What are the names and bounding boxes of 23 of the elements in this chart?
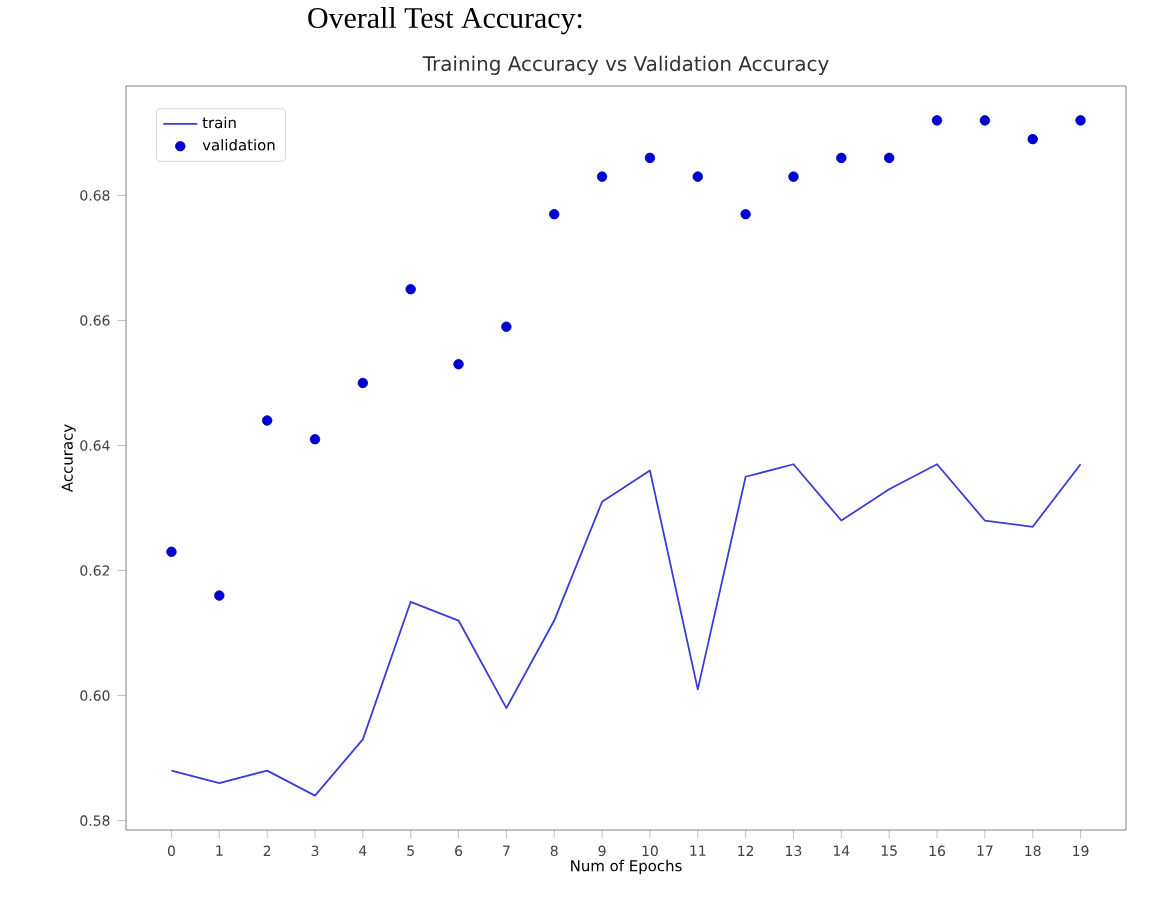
point [692,171,703,182]
point [740,208,751,220]
point [1027,133,1038,145]
point [309,434,321,445]
point [166,546,177,557]
point [788,171,799,182]
point [549,208,560,220]
text: Overall Test Accuracy: [308,7,582,35]
chart-title: Training Accuracy vs Validation Accuracy [422,55,829,76]
point [357,377,369,389]
line-series [170,463,1082,797]
point [453,359,464,370]
point [931,115,943,126]
point [501,321,512,332]
point [214,590,225,601]
point [405,284,416,295]
point [644,152,656,164]
point [883,152,895,164]
point [979,115,991,126]
point [836,152,847,164]
point [1075,115,1086,126]
point [261,415,273,426]
point [596,171,608,182]
